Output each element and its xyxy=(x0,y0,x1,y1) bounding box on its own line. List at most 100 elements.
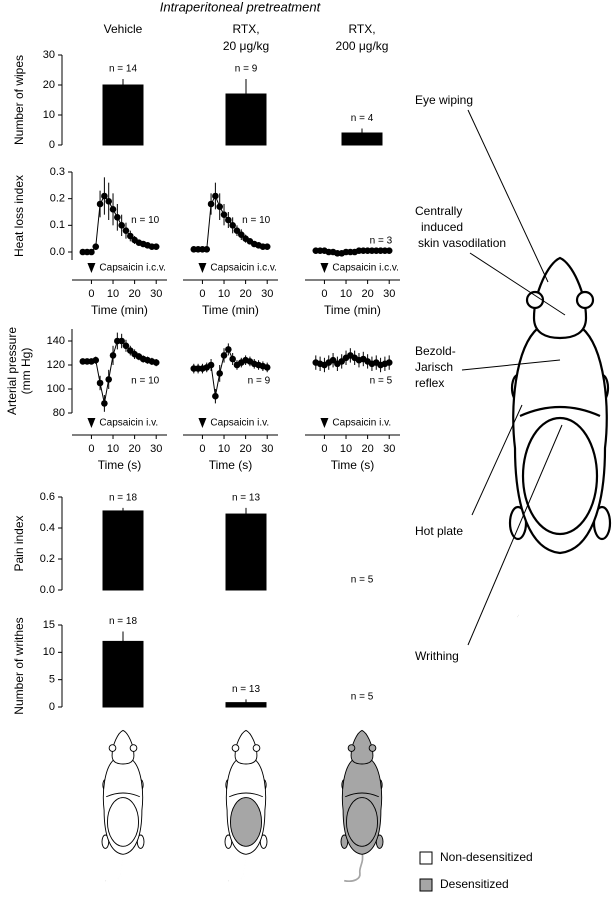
y-tick-label: 0.3 xyxy=(50,166,65,178)
column-title: 200 μg/kg xyxy=(336,39,389,53)
stimulus-label: Capsaicin i.v. xyxy=(99,418,158,429)
y-tick-label: 15 xyxy=(43,619,55,631)
stimulus-marker xyxy=(320,263,329,273)
x-tick-label: 30 xyxy=(261,443,273,455)
stimulus-marker xyxy=(198,418,207,428)
y-tick-label: 80 xyxy=(53,407,65,419)
y-tick-label: 120 xyxy=(47,359,65,371)
data-point xyxy=(338,358,346,365)
n-label: n = 18 xyxy=(109,616,138,627)
x-axis-label: Time (s) xyxy=(98,458,142,472)
rat-icon xyxy=(224,729,268,883)
x-tick-label: 30 xyxy=(383,288,395,300)
x-axis-label: Time (s) xyxy=(209,458,253,472)
bar xyxy=(102,510,144,591)
x-tick-label: 30 xyxy=(150,288,162,300)
legend-label: Non-desensitized xyxy=(440,850,533,864)
x-axis-label: Time (s) xyxy=(331,458,375,472)
x-tick-label: 20 xyxy=(239,443,251,455)
data-point xyxy=(101,400,108,407)
x-tick-label: 0 xyxy=(88,443,94,455)
data-line xyxy=(82,340,157,404)
stimulus-label: Capsaicin i.c.v. xyxy=(99,263,166,274)
y-axis-label: Pain index xyxy=(12,515,26,571)
stimulus-label: Capsaicin i.v. xyxy=(332,418,391,429)
data-point xyxy=(216,370,224,377)
column-title: RTX, xyxy=(232,22,259,36)
connector xyxy=(469,252,566,316)
data-point xyxy=(122,227,130,234)
x-tick-label: 10 xyxy=(218,443,230,455)
body-label: skin vasodilation xyxy=(418,236,506,250)
x-tick-label: 0 xyxy=(321,443,327,455)
n-label: n = 5 xyxy=(351,575,374,586)
y-tick-label: 0.6 xyxy=(40,491,55,503)
y-tick-label: 0.0 xyxy=(40,584,55,596)
n-label: n = 18 xyxy=(109,492,138,503)
x-tick-label: 10 xyxy=(340,443,352,455)
data-point xyxy=(122,342,130,350)
x-axis-label: Time (min) xyxy=(91,303,148,317)
n-label: n = 9 xyxy=(235,64,258,75)
n-label: n = 9 xyxy=(248,376,271,387)
n-label: n = 10 xyxy=(131,215,160,226)
x-tick-label: 30 xyxy=(150,443,162,455)
body-label: Centrally xyxy=(415,204,462,218)
bar xyxy=(225,513,267,591)
bar xyxy=(225,702,267,708)
x-tick-label: 30 xyxy=(383,443,395,455)
x-axis-label: Time (min) xyxy=(202,303,259,317)
body-label: induced xyxy=(421,220,463,234)
rat-icon xyxy=(340,729,384,883)
data-point xyxy=(109,206,117,213)
data-point xyxy=(126,232,134,240)
n-label: n = 3 xyxy=(370,235,393,246)
bar xyxy=(341,132,383,146)
legend-swatch xyxy=(419,851,433,865)
body-label: Writhing xyxy=(415,649,459,663)
y-tick-label: 30 xyxy=(43,49,55,61)
y-tick-label: 0.1 xyxy=(50,219,65,231)
data-point xyxy=(114,214,121,221)
n-label: n = 13 xyxy=(232,684,261,695)
data-point xyxy=(225,216,232,224)
data-point xyxy=(105,198,113,205)
x-tick-label: 30 xyxy=(261,288,273,300)
body-label: Bezold- xyxy=(415,344,456,358)
x-tick-label: 20 xyxy=(239,288,251,300)
x-tick-label: 10 xyxy=(340,288,352,300)
n-label: n = 10 xyxy=(242,215,271,226)
connector xyxy=(467,109,549,283)
n-label: n = 13 xyxy=(232,492,261,503)
x-tick-label: 0 xyxy=(88,288,94,300)
x-tick-label: 0 xyxy=(321,288,327,300)
x-tick-label: 20 xyxy=(128,288,140,300)
stimulus-marker xyxy=(87,418,96,428)
data-point xyxy=(152,243,160,250)
bar xyxy=(225,93,267,146)
column-title: 20 μg/kg xyxy=(223,39,269,53)
stimulus-marker xyxy=(198,263,207,273)
data-point xyxy=(220,352,228,359)
data-point xyxy=(263,243,271,250)
data-point xyxy=(101,192,108,200)
data-point xyxy=(212,192,219,200)
stimulus-label: Capsaicin i.c.v. xyxy=(332,263,399,274)
y-axis-label: Heat loss index xyxy=(12,175,26,257)
x-tick-label: 0 xyxy=(199,288,205,300)
column-title: Vehicle xyxy=(104,22,143,36)
data-point xyxy=(118,337,125,345)
n-label: n = 4 xyxy=(351,113,374,124)
data-point xyxy=(207,361,215,369)
y-tick-label: 5 xyxy=(49,674,55,686)
connector xyxy=(471,404,523,516)
y-axis-label: (mm Hg) xyxy=(19,348,33,395)
y-tick-label: 0.4 xyxy=(40,522,55,534)
stimulus-label: Capsaicin i.v. xyxy=(210,418,269,429)
data-point xyxy=(229,355,236,363)
data-point xyxy=(118,222,125,229)
y-tick-label: 10 xyxy=(43,646,55,658)
